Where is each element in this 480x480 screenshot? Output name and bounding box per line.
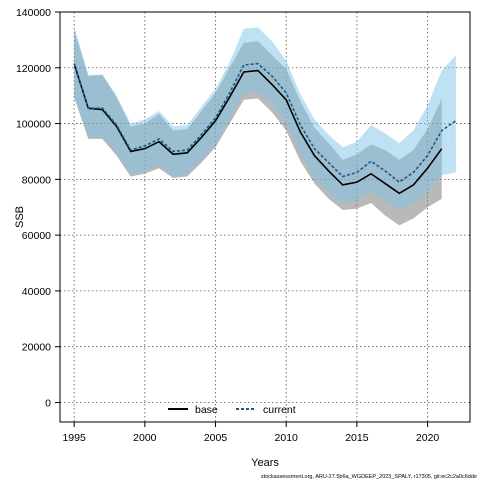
x-tick-label-2015: 2015 <box>345 432 369 444</box>
legend: base current <box>168 404 296 416</box>
plot-frame <box>59 11 471 423</box>
footnote: stockassessment.org, ARU-27.5b6a_WGDEEP_… <box>261 474 477 480</box>
x-tick-label-2005: 2005 <box>204 432 228 444</box>
y-tick-label-120000: 120000 <box>16 63 51 75</box>
legend-label-base: base <box>195 404 218 416</box>
x-axis-title: Years <box>251 457 279 469</box>
y-tick-label-60000: 60000 <box>22 230 51 242</box>
x-tick-label-2000: 2000 <box>133 432 157 444</box>
x-axis: 1995 2000 2005 2010 2015 2020 <box>62 422 439 444</box>
y-axis-title: SSB <box>14 206 26 228</box>
y-tick-label-80000: 80000 <box>22 174 51 186</box>
y-tick-label-140000: 140000 <box>16 7 51 19</box>
confidence-bands <box>74 25 456 226</box>
x-tick-label-1995: 1995 <box>62 432 86 444</box>
series-line-current <box>73 62 457 184</box>
series-lines <box>73 62 457 195</box>
y-tick-label-20000: 20000 <box>22 342 51 354</box>
y-tick-label-0: 0 <box>45 397 51 409</box>
y-tick-label-100000: 100000 <box>16 119 51 131</box>
y-axis: 0 20000 40000 60000 80000 100000 120000 140000 <box>16 7 60 409</box>
series-line-base <box>73 63 443 195</box>
band-current <box>74 25 456 212</box>
x-tick-label-2020: 2020 <box>416 432 440 444</box>
y-tick-label-40000: 40000 <box>22 286 51 298</box>
x-tick-label-2010: 2010 <box>275 432 299 444</box>
legend-label-current: current <box>263 404 296 416</box>
